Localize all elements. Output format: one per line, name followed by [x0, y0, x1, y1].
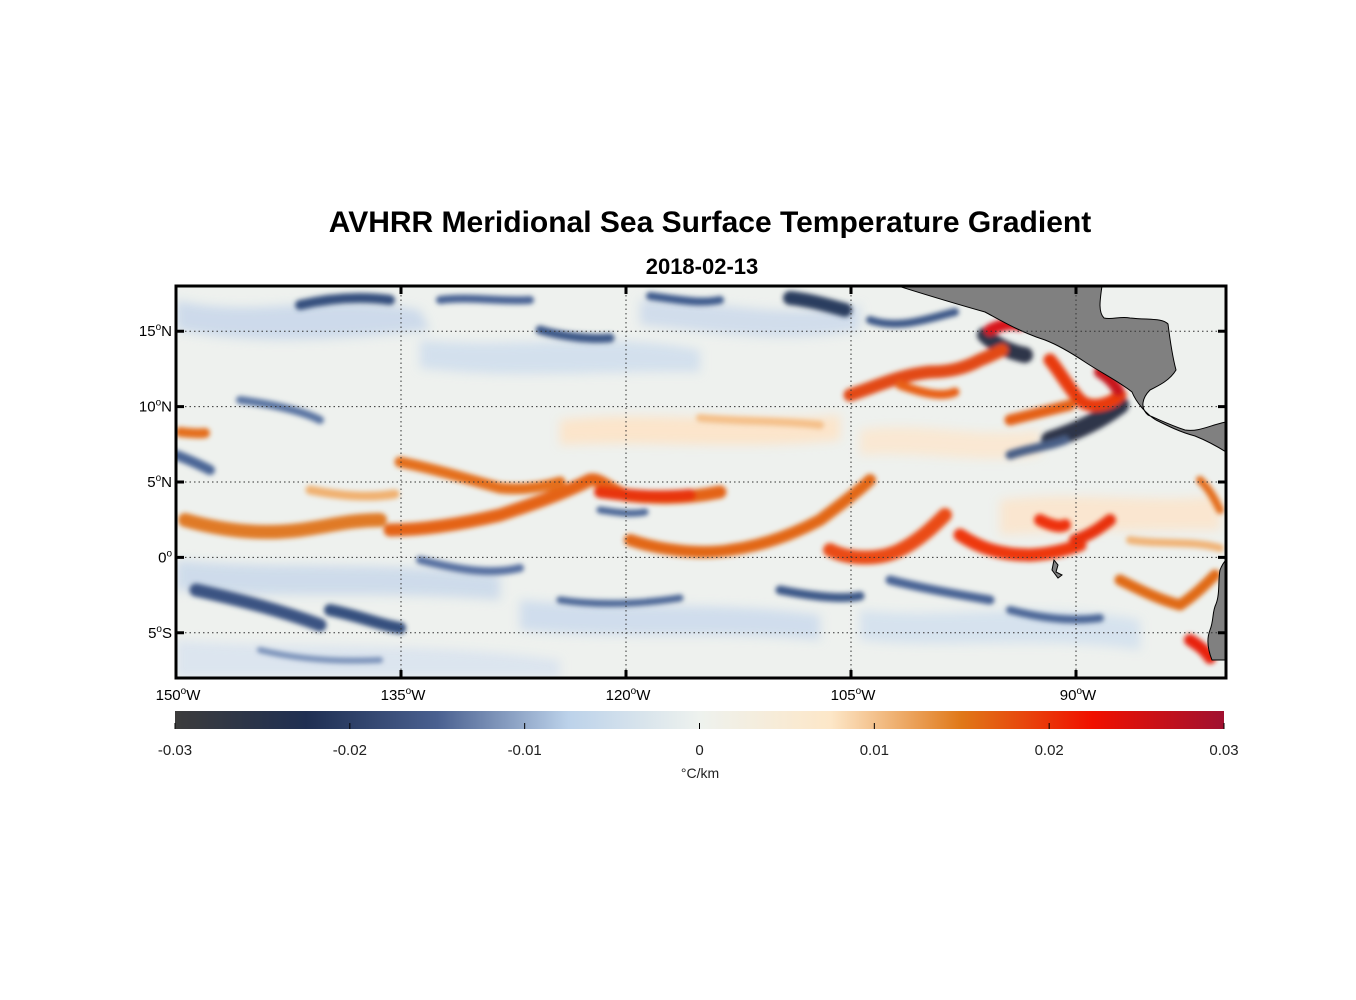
negative-feature — [436, 294, 534, 305]
field-patch — [420, 340, 700, 375]
lat-tick-label: 10oN — [139, 398, 172, 416]
colorbar-ticks: -0.03 -0.02 -0.01 0 0.01 0.02 0.03 — [158, 723, 1239, 759]
negative-feature — [866, 308, 959, 328]
colorbar-tick-label: 0 — [695, 742, 703, 759]
lon-tick-label: 135oW — [381, 686, 427, 704]
positive-feature — [1126, 536, 1224, 552]
field-patch — [176, 300, 430, 340]
positive-feature — [1043, 353, 1127, 412]
positive-feature — [953, 528, 1087, 562]
colorbar-tick-label: -0.01 — [508, 742, 542, 759]
negative-feature — [236, 396, 324, 424]
colorbar-unit-label: °C/km — [681, 765, 719, 781]
land-south-america — [1207, 559, 1226, 661]
positive-feature — [1034, 514, 1071, 533]
lon-tick-label: 150oW — [156, 686, 202, 704]
negative-feature — [257, 647, 383, 664]
negative-feature — [1005, 435, 1070, 460]
field-patch — [520, 600, 820, 640]
negative-feature — [783, 291, 852, 317]
positive-feature — [1004, 399, 1076, 426]
negative-feature — [1041, 396, 1129, 449]
positive-feature — [1069, 514, 1116, 546]
positive-feature — [1184, 634, 1216, 664]
chart-title: AVHRR Meridional Sea Surface Temperature… — [328, 206, 1092, 239]
negative-feature — [189, 583, 327, 632]
field-patch — [176, 560, 500, 600]
positive-feature — [823, 508, 952, 565]
lat-tick-label: 5oN — [147, 473, 172, 491]
colorbar: -0.03 -0.02 -0.01 0 0.01 0.02 0.03 °C/km — [158, 711, 1239, 781]
land-central-america — [897, 286, 1226, 453]
negative-feature — [775, 585, 865, 603]
colorbar-bar — [175, 711, 1224, 729]
map-ticks: 15oN 10oN 5oN 0o 5oS 150oW 135oW 120oW 105oW 90oW — [139, 286, 1226, 704]
land-galapagos — [1051, 558, 1063, 579]
positive-feature — [1114, 569, 1221, 611]
colorbar-tick-label: 0.03 — [1209, 742, 1238, 759]
negative-feature — [556, 594, 684, 608]
positive-feature — [1196, 476, 1224, 514]
positive-feature — [1094, 366, 1124, 396]
negative-feature — [416, 556, 524, 576]
negative-feature — [885, 575, 995, 605]
field-patch — [860, 427, 1040, 459]
positive-feature — [624, 474, 876, 558]
field-patch — [640, 300, 860, 337]
lon-tick-label: 105oW — [831, 686, 877, 704]
negative-feature — [324, 604, 406, 634]
chart-subtitle: 2018-02-13 — [645, 254, 759, 279]
colorbar-tick-label: -0.03 — [158, 742, 192, 759]
map-panel: 15oN 10oN 5oN 0o 5oS 150oW 135oW 120oW 105oW 90oW — [139, 284, 1228, 704]
land — [897, 286, 1226, 661]
negative-feature — [596, 506, 649, 517]
positive-feature — [305, 485, 400, 501]
negative-feature — [295, 292, 395, 310]
positive-feature — [176, 427, 210, 439]
positive-feature — [594, 486, 696, 503]
lat-tick-label: 5oS — [148, 624, 172, 642]
lat-tick-label: 0o — [158, 548, 172, 566]
lat-tick-label: 15oN — [139, 322, 172, 340]
lon-tick-label: 120oW — [606, 686, 652, 704]
positive-feature — [843, 343, 1009, 402]
negative-feature — [176, 450, 215, 475]
positive-feature — [895, 380, 960, 399]
positive-feature — [394, 456, 566, 495]
gradient-field-features — [176, 291, 1224, 664]
positive-feature — [178, 513, 387, 539]
colorbar-tick-label: -0.02 — [333, 742, 367, 759]
negative-feature — [1006, 606, 1104, 624]
negative-feature — [646, 292, 724, 306]
positive-feature — [696, 414, 824, 429]
colorbar-tick-label: 0.02 — [1035, 742, 1064, 759]
lon-tick-label: 90oW — [1060, 686, 1097, 704]
colorbar-tick-label: 0.01 — [860, 742, 889, 759]
